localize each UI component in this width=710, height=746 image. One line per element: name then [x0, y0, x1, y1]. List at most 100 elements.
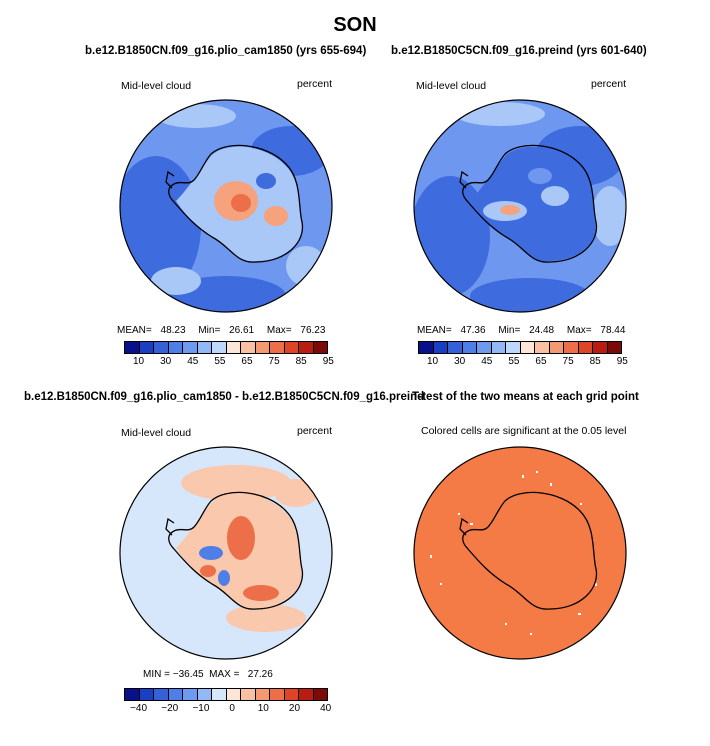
colorbar-swatch — [491, 342, 506, 353]
colorbar-swatch — [477, 342, 492, 353]
colorbar-tick-label: 95 — [616, 356, 628, 367]
panel1-max-value: 76.23 — [300, 325, 326, 336]
colorbar-swatch — [255, 689, 270, 700]
map3-coastline — [165, 491, 304, 610]
colorbar-swatch — [299, 689, 314, 700]
colorbar-tick-label: −40 — [130, 703, 148, 714]
colorbar-tick-label: 10 — [427, 356, 439, 367]
panel1-stats: MEAN= 48.23 Min= 26.61 Max= 76.23 — [117, 325, 325, 336]
colorbar-swatch — [125, 689, 140, 700]
colorbar-tick-label: 55 — [508, 356, 520, 367]
map3-red-anomaly — [227, 516, 255, 560]
colorbar-swatch — [154, 342, 169, 353]
colorbar-tick-label: −20 — [161, 703, 179, 714]
panel1-min-value: 26.61 — [229, 325, 255, 336]
panel2-title: b.e12.B1850C5CN.f09_g16.preind (yrs 601-… — [391, 45, 647, 57]
colorbar-swatch — [564, 342, 579, 353]
colorbar-swatch — [419, 342, 434, 353]
colorbar-swatch — [284, 342, 299, 353]
colorbar-swatch — [607, 342, 621, 353]
panel1-mean-value: 48.23 — [160, 325, 186, 336]
panel3-minmax: MIN = −36.45 MAX = 27.26 — [143, 669, 273, 680]
colorbar-tick-label: 10 — [133, 356, 145, 367]
colorbar-tick-label: 75 — [268, 356, 280, 367]
colorbar-tick-label: 30 — [160, 356, 172, 367]
colorbar-swatch — [197, 689, 212, 700]
colorbar-tick-label: 55 — [214, 356, 226, 367]
panel2-stats: MEAN= 47.36 Min= 24.48 Max= 78.44 — [417, 325, 625, 336]
colorbar-swatch — [197, 342, 212, 353]
colorbar-tick-label: 20 — [288, 703, 301, 714]
panel1-units-label: percent — [297, 78, 333, 90]
colorbar-swatch — [139, 689, 154, 700]
colorbar-tick-label: 30 — [454, 356, 466, 367]
colorbar-swatch — [139, 342, 154, 353]
colorbar-swatch — [183, 689, 198, 700]
colorbar-tick-label: 65 — [241, 356, 253, 367]
map4-nonsignificant-cells — [430, 471, 597, 635]
colorbar-swatch — [433, 342, 448, 353]
map-panel4 — [413, 446, 627, 660]
colorbar-panel2 — [418, 341, 622, 354]
colorbar-swatch — [226, 342, 241, 353]
map-panel3 — [119, 446, 333, 660]
colorbar-swatch — [241, 689, 256, 700]
colorbar-panel1-ticks: 10 30 45 55 65 75 85 95 — [124, 356, 334, 370]
panel2-mean-value: 47.36 — [460, 325, 486, 336]
colorbar-tick-label: 45 — [481, 356, 493, 367]
colorbar-tick-label: 85 — [589, 356, 601, 367]
colorbar-swatch — [506, 342, 521, 353]
map2-continent-fill — [470, 146, 596, 262]
panel2-max-label: Max= — [566, 325, 592, 336]
colorbar-panel1 — [124, 341, 328, 354]
colorbar-swatch — [255, 342, 270, 353]
map-panel2 — [413, 99, 627, 313]
map3-blue-anomaly — [199, 546, 223, 560]
map4-significant-fill — [414, 447, 626, 659]
colorbar-tick-label: 95 — [322, 356, 334, 367]
panel3-title: b.e12.B1850CN.f09_g16.plio_cam1850 - b.e… — [24, 391, 425, 403]
colorbar-swatch — [241, 342, 256, 353]
panel2-variable-label: Mid-level cloud — [416, 80, 487, 92]
colorbar-panel3-ticks: −40 −20 −10 0 10 20 40 — [124, 703, 332, 717]
colorbar-swatch — [212, 342, 227, 353]
map-panel1 — [119, 99, 333, 313]
colorbar-swatch — [125, 342, 140, 353]
map2-warm-anomaly — [500, 205, 520, 215]
colorbar-tick-label: −10 — [192, 703, 210, 714]
colorbar-swatch — [593, 342, 608, 353]
colorbar-swatch — [183, 342, 198, 353]
colorbar-tick-label: 85 — [295, 356, 307, 367]
panel2-min-label: Min= — [498, 325, 521, 336]
colorbar-swatch — [270, 342, 285, 353]
panel3-variable-label: Mid-level cloud — [121, 427, 192, 439]
colorbar-tick-label: 10 — [257, 703, 269, 714]
colorbar-swatch — [226, 689, 241, 700]
colorbar-tick-label: 40 — [320, 703, 332, 714]
colorbar-swatch — [168, 342, 183, 353]
colorbar-swatch — [313, 342, 327, 353]
colorbar-tick-label: 65 — [535, 356, 547, 367]
colorbar-swatch — [212, 689, 227, 700]
colorbar-swatch — [270, 689, 285, 700]
colorbar-swatch — [284, 689, 299, 700]
panel2-units-label: percent — [591, 78, 627, 90]
panel2-min-value: 24.48 — [529, 325, 555, 336]
panel1-mean-label: MEAN= — [117, 325, 152, 336]
panel4-title: T-test of the two means at each grid poi… — [412, 391, 639, 403]
panel3-units-label: percent — [297, 425, 333, 437]
colorbar-swatch — [313, 689, 327, 700]
panel1-max-label: Max= — [266, 325, 292, 336]
colorbar-swatch — [299, 342, 314, 353]
panel1-variable-label: Mid-level cloud — [121, 80, 192, 92]
panel1-min-label: Min= — [198, 325, 221, 336]
colorbar-swatch — [535, 342, 550, 353]
colorbar-tick-label: 45 — [187, 356, 199, 367]
panel4-subtitle: Colored cells are significant at the 0.0… — [421, 425, 627, 437]
colorbar-swatch — [168, 689, 183, 700]
colorbar-panel3 — [124, 688, 328, 701]
colorbar-swatch — [578, 342, 593, 353]
colorbar-tick-label: 0 — [229, 703, 235, 714]
colorbar-swatch — [154, 689, 169, 700]
colorbar-swatch — [448, 342, 463, 353]
